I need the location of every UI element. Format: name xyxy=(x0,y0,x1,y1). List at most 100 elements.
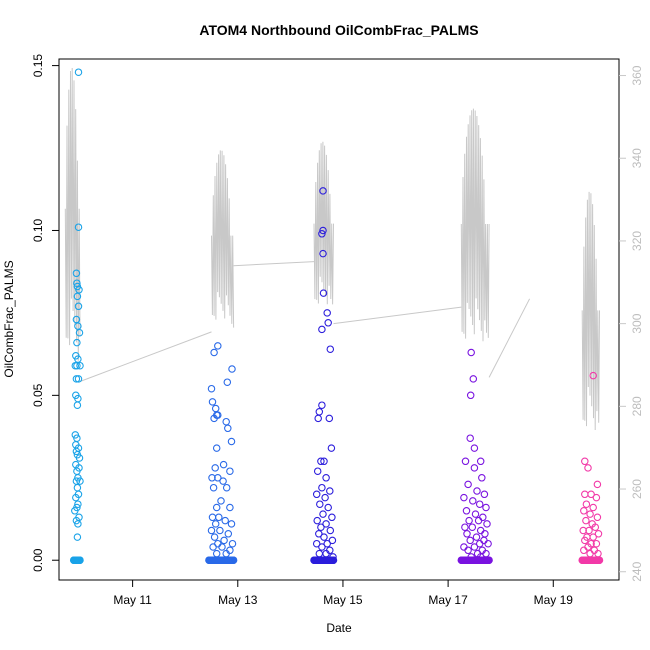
data-point xyxy=(479,513,487,522)
y-axis-label: OilCombFrac_PALMS xyxy=(2,260,16,377)
data-point xyxy=(481,530,489,538)
data-point xyxy=(318,543,326,551)
data-point xyxy=(593,513,602,522)
data-point xyxy=(219,460,228,469)
data-point xyxy=(74,68,83,76)
data-point xyxy=(227,437,236,446)
data-point xyxy=(326,345,335,353)
data-point xyxy=(325,414,334,423)
data-point xyxy=(466,434,474,442)
data-point xyxy=(223,378,232,386)
series-4 xyxy=(457,348,493,564)
data-point xyxy=(214,342,222,350)
data-point xyxy=(469,497,477,505)
data-point xyxy=(463,530,471,538)
data-point xyxy=(207,526,216,535)
data-point xyxy=(71,507,79,515)
secondary-line-segment xyxy=(581,191,600,431)
data-point xyxy=(318,401,326,409)
data-point xyxy=(312,539,321,548)
data-point xyxy=(478,474,486,482)
y2-tick-label: 300 xyxy=(630,313,644,333)
secondary-line-segment xyxy=(488,298,531,378)
y-axis: 0.00 0.05 0.10 0.15 xyxy=(31,54,59,572)
data-point xyxy=(475,539,484,548)
secondary-line-segment xyxy=(333,306,462,325)
scatter-points xyxy=(69,68,604,564)
data-point xyxy=(214,474,222,482)
data-point xyxy=(209,483,218,492)
secondary-line-segment xyxy=(79,331,212,382)
data-point xyxy=(462,507,471,515)
secondary-line-segment xyxy=(211,150,235,328)
secondary-line-segment xyxy=(313,141,334,305)
data-point xyxy=(314,414,322,423)
data-point xyxy=(212,444,221,452)
y2-tick-label: 360 xyxy=(630,65,644,85)
data-point xyxy=(324,503,332,512)
data-point xyxy=(208,513,217,522)
data-point xyxy=(210,414,218,423)
data-point xyxy=(483,520,491,528)
x-tick-label: May 11 xyxy=(113,593,152,607)
data-point xyxy=(211,404,220,413)
data-point xyxy=(469,375,478,383)
series-2 xyxy=(205,342,238,564)
data-point xyxy=(315,530,323,538)
data-point xyxy=(226,503,234,512)
data-point xyxy=(73,338,81,347)
data-point xyxy=(219,477,227,485)
secondary-line-segment xyxy=(64,67,81,361)
data-point xyxy=(586,510,594,518)
y-tick-label: 0.15 xyxy=(31,54,45,78)
data-point xyxy=(323,539,331,548)
data-point xyxy=(592,539,601,548)
data-point xyxy=(585,526,593,535)
x-axis-label: Date xyxy=(326,621,352,635)
data-point xyxy=(217,497,225,505)
secondary-line-segment xyxy=(460,108,490,342)
x-tick-label: May 19 xyxy=(534,593,574,607)
data-point xyxy=(322,520,330,528)
data-point xyxy=(464,480,472,489)
data-point xyxy=(224,424,232,433)
data-point xyxy=(319,289,328,297)
data-point xyxy=(582,500,591,508)
secondary-line xyxy=(64,67,600,431)
data-point xyxy=(76,361,84,370)
y-tick-label: 0.05 xyxy=(31,383,45,407)
data-point xyxy=(75,286,83,294)
data-point xyxy=(320,457,328,466)
data-point xyxy=(228,539,237,548)
data-point xyxy=(328,513,336,522)
data-point xyxy=(73,401,82,409)
data-point xyxy=(222,483,231,492)
data-point xyxy=(312,490,321,499)
data-point xyxy=(319,226,327,235)
data-point xyxy=(318,230,326,238)
data-point xyxy=(587,490,595,499)
data-point-zero xyxy=(485,556,493,564)
data-point xyxy=(326,526,335,535)
data-point xyxy=(581,536,589,545)
data-point xyxy=(470,543,479,551)
data-point xyxy=(461,523,469,531)
data-point xyxy=(466,391,475,400)
y-tick-label: 0.10 xyxy=(31,218,45,242)
data-point xyxy=(72,269,81,278)
data-point-zero xyxy=(229,556,238,564)
data-point xyxy=(74,223,83,231)
data-point xyxy=(72,375,81,383)
data-point xyxy=(470,464,479,472)
data-point xyxy=(73,279,81,287)
y2-axis: 240 260 280 300 320 340 360 xyxy=(619,65,644,582)
data-point xyxy=(475,500,484,508)
chart-title: ATOM4 Northbound OilCombFrac_PALMS xyxy=(199,22,478,38)
data-point xyxy=(224,530,233,538)
data-point xyxy=(228,365,236,373)
data-point xyxy=(221,516,229,525)
data-point xyxy=(75,454,84,462)
data-point xyxy=(74,375,83,383)
data-point xyxy=(317,457,325,466)
